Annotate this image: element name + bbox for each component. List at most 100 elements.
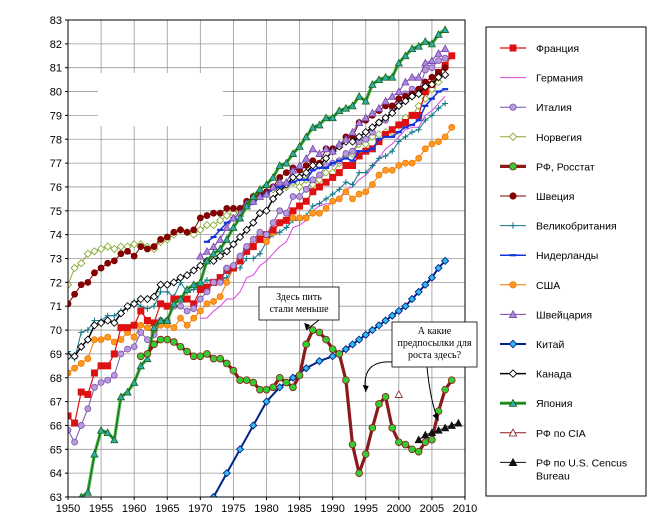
data-point [71, 438, 79, 446]
data-point [447, 421, 456, 429]
series-layer [68, 25, 463, 497]
data-point [335, 106, 344, 115]
data-point [296, 193, 303, 200]
data-point [182, 285, 192, 293]
data-point [354, 132, 364, 142]
data-point [176, 342, 185, 351]
data-point [149, 292, 159, 301]
data-point [315, 328, 324, 337]
data-point [302, 162, 310, 169]
data-point [321, 144, 331, 153]
data-point [84, 390, 92, 398]
data-point [349, 147, 356, 155]
annotation-arrow [305, 319, 320, 331]
legend-label: Китай [536, 339, 565, 351]
legend-label: РФ по U.S. Cencus [536, 457, 627, 469]
data-point [336, 186, 343, 193]
data-point [356, 169, 363, 176]
data-point [414, 89, 423, 99]
annotation-arrowhead [362, 385, 369, 393]
data-point [407, 72, 417, 81]
data-point [104, 333, 112, 341]
data-point [157, 236, 165, 243]
x-tick-label: 1970 [188, 503, 212, 515]
data-point [124, 324, 132, 332]
data-point [151, 303, 158, 310]
data-point [256, 385, 264, 394]
data-point [268, 194, 278, 204]
data-point [402, 159, 409, 167]
data-point [427, 39, 437, 48]
data-point [111, 312, 118, 319]
y-tick-label: 65 [50, 444, 62, 456]
data-point [421, 82, 430, 91]
data-point [68, 280, 73, 289]
data-point [316, 209, 323, 217]
annotation-text: Здесь пить [276, 292, 322, 303]
data-point [421, 145, 429, 153]
data-point [295, 142, 304, 150]
data-point [77, 342, 86, 351]
data-point [263, 231, 270, 239]
data-point [374, 103, 384, 112]
data-point [328, 352, 337, 361]
data-point [203, 288, 211, 296]
y-tick-label: 63 [50, 492, 62, 504]
legend-label: Франция [536, 43, 579, 55]
data-point [289, 214, 297, 222]
data-point [263, 238, 270, 246]
data-point [150, 243, 158, 250]
data-point [149, 323, 159, 332]
data-point [354, 335, 364, 344]
legend-swatch-marker [509, 281, 517, 289]
data-point [183, 347, 191, 356]
data-point [275, 187, 284, 196]
data-point [409, 129, 416, 136]
legend-item: Нидерланды [500, 250, 598, 262]
data-point [295, 161, 304, 169]
data-point [196, 225, 205, 235]
data-point [262, 206, 271, 215]
data-point [163, 233, 171, 241]
data-point [375, 400, 383, 408]
data-point [401, 302, 410, 311]
data-point [368, 181, 376, 188]
data-point [150, 340, 158, 349]
data-point [202, 256, 212, 265]
legend-swatch-marker [508, 428, 518, 437]
annotation-box [258, 286, 340, 321]
data-point [90, 321, 99, 330]
data-point [427, 80, 437, 89]
data-point [316, 171, 323, 179]
series-line [68, 67, 446, 305]
x-tick-label: 2010 [453, 503, 477, 515]
data-point [421, 438, 430, 446]
data-point [189, 280, 198, 289]
data-point [70, 263, 79, 273]
annotation-text: А какие [418, 326, 452, 337]
data-point [309, 326, 317, 334]
data-point [342, 188, 350, 196]
data-point [434, 77, 443, 87]
series-13 [394, 390, 404, 398]
legend-item: РФ, Росстат [500, 161, 595, 173]
data-point [249, 218, 258, 227]
data-point [144, 305, 151, 312]
y-tick-label: 79 [50, 110, 62, 122]
data-point [77, 281, 85, 289]
x-tick-label: 1950 [56, 503, 80, 515]
data-point [394, 87, 404, 95]
data-point [177, 226, 184, 234]
data-point [156, 280, 165, 289]
data-point [255, 192, 265, 200]
legend-swatch-marker [508, 339, 518, 349]
data-point [362, 188, 370, 196]
data-point [163, 302, 171, 310]
y-tick-label: 66 [50, 420, 62, 432]
data-point [435, 105, 442, 112]
data-point [322, 178, 330, 186]
axis-ticks: 1950 1955 1960 1965 1970 1975 1980 1985 1990 1995… [50, 15, 477, 515]
series-14 [414, 418, 463, 444]
data-point [388, 108, 397, 118]
